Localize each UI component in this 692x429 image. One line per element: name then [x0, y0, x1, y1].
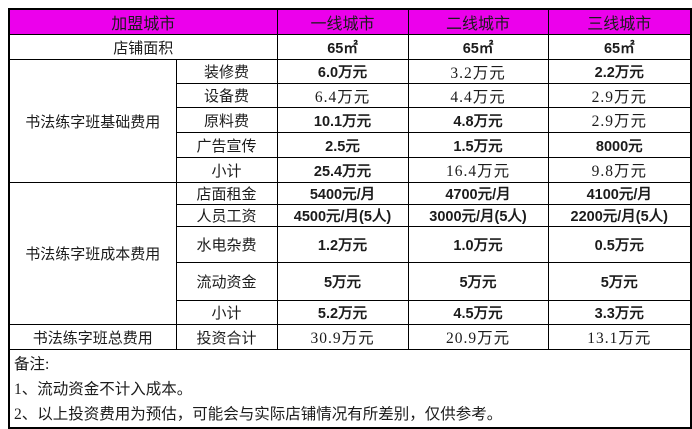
table-row-rent: 书法练字班成本费用 店面租金 5400元/月 4700元/月 4100元/月	[8, 182, 692, 325]
value-cell: 9.8万元	[547, 157, 692, 183]
value-cell: 13.1万元	[547, 324, 692, 350]
value-cell: 10.1万元	[276, 107, 409, 133]
value-cell: 6.0万元	[276, 59, 409, 84]
notes-cell: 备注: 1、流动资金不计入成本。 2、以上投资费用为预估，可能会与实际店铺情况有…	[8, 349, 692, 429]
item-label: 人员工资	[175, 204, 278, 227]
value-cell: 6.4万元	[276, 83, 409, 108]
table-row-equipment: 设备费 6.4万元 4.4万元 2.9万元	[9, 83, 692, 108]
table-row-decoration: 书法练字班基础费用 装修费 6.0万元 3.2万元 2.2万元	[8, 59, 692, 183]
notes-row: 备注: 1、流动资金不计入成本。 2、以上投资费用为预估，可能会与实际店铺情况有…	[8, 349, 692, 429]
value-cell: 2.5元	[276, 132, 409, 158]
value-cell: 5万元	[407, 262, 549, 301]
value-cell: 25.4万元	[276, 157, 409, 183]
table-row-advertising: 广告宣传 2.5元 1.5万元 8000元	[9, 132, 692, 158]
value-cell: 5万元	[547, 262, 692, 301]
value-cell: 1.5万元	[407, 132, 549, 158]
table-row-materials: 原料费 10.1万元 4.8万元 2.9万元	[9, 107, 692, 133]
table-row-total-investment: 书法练字班总费用 投资合计 30.9万元 20.9万元 13.1万元	[8, 324, 692, 350]
notes-title: 备注:	[14, 356, 50, 373]
header-city-tier2: 二线城市	[407, 8, 549, 35]
value-cell: 3.2万元	[407, 59, 549, 84]
value-cell: 4.4万元	[407, 83, 549, 108]
value-cell: 4.5万元	[407, 300, 549, 325]
item-label: 店面租金	[175, 182, 278, 205]
value-cell: 5万元	[276, 262, 409, 301]
value-cell: 65㎡	[276, 34, 409, 60]
header-city-tier1: 一线城市	[276, 8, 409, 35]
value-cell: 8000元	[547, 132, 692, 158]
item-label: 设备费	[175, 83, 278, 108]
table-row-working-capital: 流动资金 5万元 5万元 5万元	[9, 262, 692, 301]
value-cell: 1.0万元	[407, 226, 549, 263]
shop-area-row: 店铺面积 65㎡ 65㎡ 65㎡	[8, 34, 692, 60]
value-cell: 0.5万元	[547, 226, 692, 263]
item-label: 装修费	[175, 59, 278, 84]
group-label-cost-fees: 书法练字班成本费用	[8, 182, 177, 325]
table-row-utilities: 水电杂费 1.2万元 1.0万元 0.5万元	[9, 226, 692, 263]
note-line-1: 1、流动资金不计入成本。	[14, 381, 193, 398]
item-label: 投资合计	[175, 324, 278, 350]
value-cell: 2.2万元	[547, 59, 692, 84]
value-cell: 5400元/月	[276, 182, 409, 205]
value-cell: 2.9万元	[547, 107, 692, 133]
table-row-basic-subtotal: 小计 25.4万元 16.4万元 9.8万元	[9, 157, 692, 183]
header-corner-cell: 加盟城市	[8, 8, 278, 35]
value-cell: 16.4万元	[407, 157, 549, 183]
franchise-fee-table: 加盟城市 一线城市 二线城市 三线城市 店铺面积 65㎡ 65㎡ 65㎡ 书法练…	[8, 8, 692, 429]
value-cell: 65㎡	[547, 34, 692, 60]
value-cell: 1.2万元	[276, 226, 409, 263]
value-cell: 3.3万元	[547, 300, 692, 325]
item-label: 原料费	[175, 107, 278, 133]
value-cell: 4500元/月(5人)	[276, 204, 409, 227]
value-cell: 3000元/月(5人)	[407, 204, 549, 227]
note-line-2: 2、以上投资费用为预估，可能会与实际店铺情况有所差别，仅供参考。	[14, 406, 503, 423]
group-label-basic-fees: 书法练字班基础费用	[8, 59, 177, 183]
value-cell: 4100元/月	[547, 182, 692, 205]
table-row-staff-wages: 人员工资 4500元/月(5人) 3000元/月(5人) 2200元/月(5人)	[9, 204, 692, 227]
value-cell: 2200元/月(5人)	[547, 204, 692, 227]
value-cell: 4.8万元	[407, 107, 549, 133]
value-cell: 2.9万元	[547, 83, 692, 108]
value-cell: 5.2万元	[276, 300, 409, 325]
value-cell: 65㎡	[407, 34, 549, 60]
item-label: 水电杂费	[175, 226, 278, 263]
value-cell: 20.9万元	[407, 324, 549, 350]
table-header-row: 加盟城市 一线城市 二线城市 三线城市	[8, 8, 692, 35]
value-cell: 4700元/月	[407, 182, 549, 205]
item-label: 流动资金	[175, 262, 278, 301]
group-label-total-fees: 书法练字班总费用	[8, 324, 177, 350]
header-city-tier3: 三线城市	[547, 8, 692, 35]
value-cell: 30.9万元	[276, 324, 409, 350]
item-label: 小计	[175, 300, 278, 325]
item-label: 广告宣传	[175, 132, 278, 158]
item-label: 小计	[175, 157, 278, 183]
row-label-shop-area: 店铺面积	[8, 34, 278, 60]
